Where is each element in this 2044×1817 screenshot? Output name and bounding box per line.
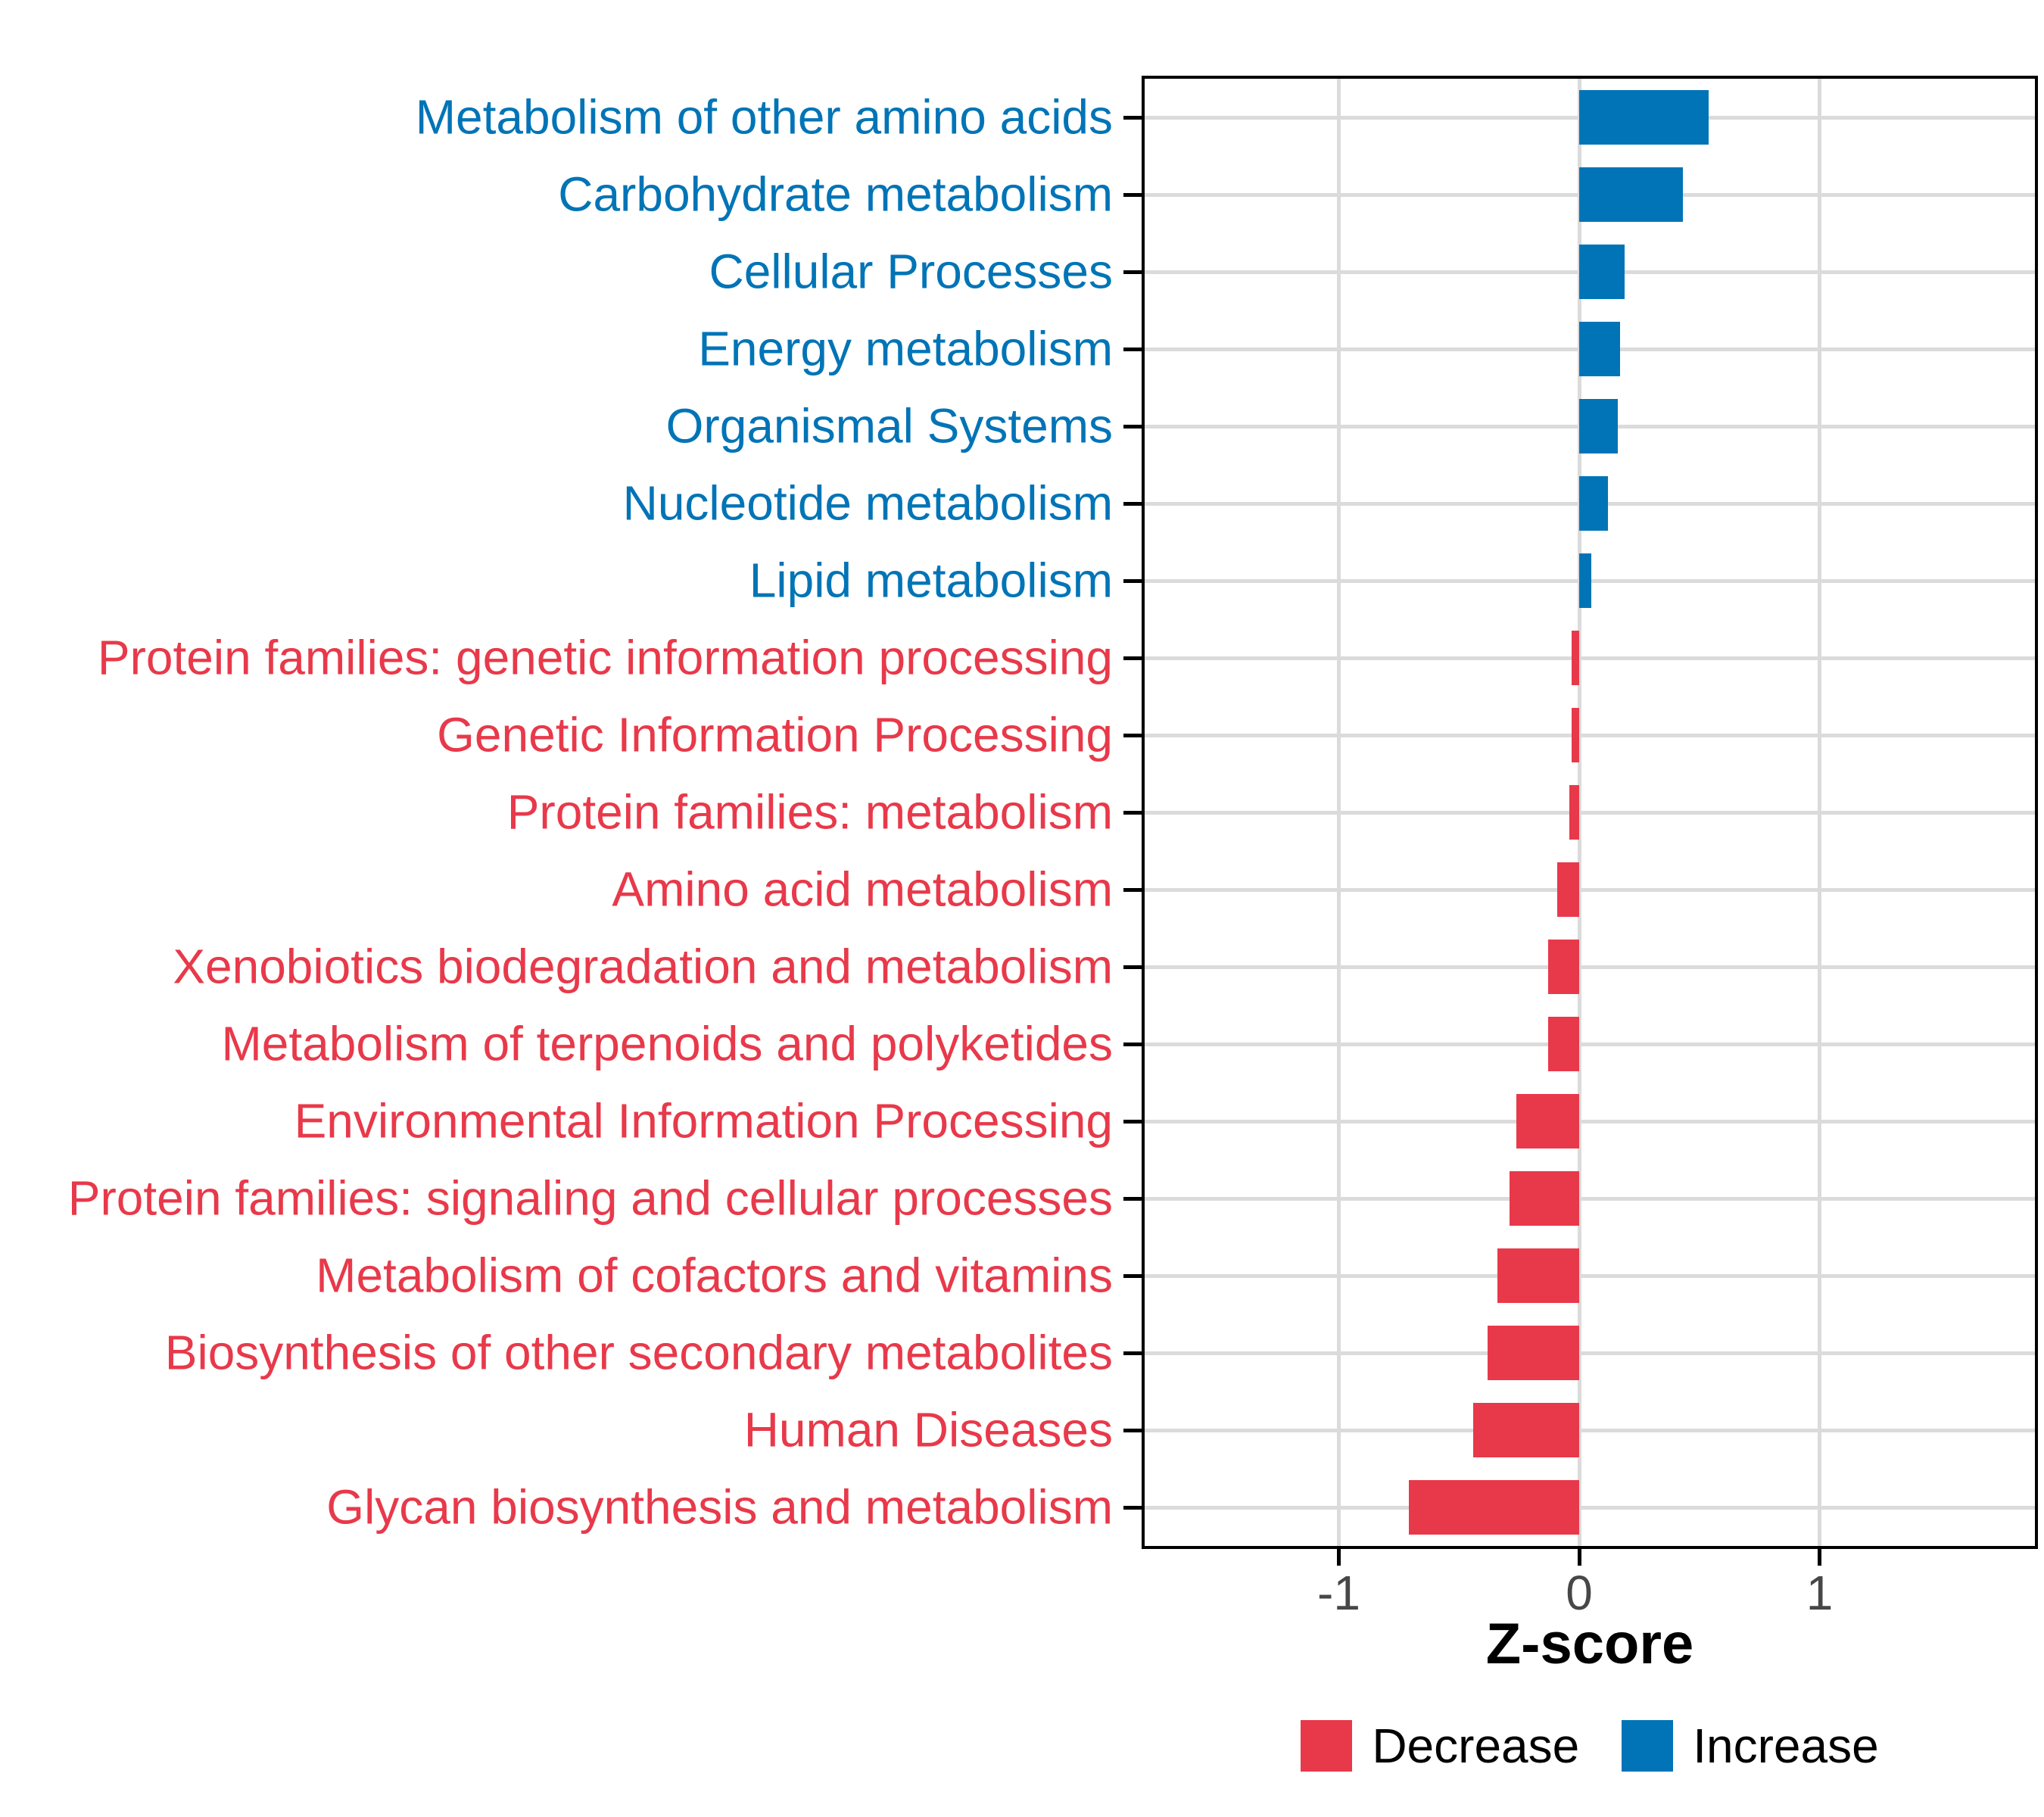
bar-decrease (1569, 785, 1579, 840)
gridline-horizontal (1145, 965, 2035, 969)
category-label: Metabolism of terpenoids and polyketides (221, 1016, 1113, 1071)
category-label: Metabolism of cofactors and vitamins (316, 1248, 1113, 1303)
category-label: Genetic Information Processing (437, 707, 1113, 762)
y-axis-tick (1123, 501, 1142, 506)
y-axis-tick (1123, 1042, 1142, 1046)
y-axis-tick (1123, 656, 1142, 660)
category-label: Energy metabolism (698, 321, 1113, 376)
category-label: Protein families: metabolism (506, 784, 1113, 840)
category-label: Protein families: genetic information pr… (97, 630, 1113, 685)
gridline-horizontal (1145, 887, 2035, 892)
y-axis-tick (1123, 965, 1142, 969)
x-axis-tick (1818, 1549, 1821, 1566)
bar-decrease (1547, 1017, 1579, 1071)
bar-decrease (1516, 1094, 1579, 1148)
x-axis-tick (1337, 1549, 1341, 1566)
gridline-horizontal (1145, 1196, 2035, 1201)
category-label: Protein families: signaling and cellular… (67, 1170, 1113, 1226)
y-axis-tick (1123, 1505, 1142, 1510)
bar-decrease (1557, 862, 1579, 917)
y-axis-tick (1123, 270, 1142, 274)
gridline-horizontal (1145, 1505, 2035, 1510)
category-label: Human Diseases (743, 1402, 1113, 1457)
gridline-horizontal (1145, 1119, 2035, 1124)
bar-increase (1579, 245, 1625, 299)
bar-increase (1579, 399, 1618, 453)
bar-decrease (1572, 631, 1579, 685)
gridline-horizontal (1145, 1351, 2035, 1355)
category-label: Biosynthesis of other secondary metaboli… (164, 1325, 1113, 1380)
legend-entry-decrease: Decrease (1301, 1720, 1579, 1772)
bar-increase (1579, 167, 1683, 222)
category-label: Carbohydrate metabolism (558, 167, 1113, 222)
bar-decrease (1572, 708, 1579, 762)
category-label: Glycan biosynthesis and metabolism (326, 1479, 1113, 1535)
bar-decrease (1408, 1480, 1579, 1535)
legend-label-increase: Increase (1693, 1719, 1879, 1773)
y-axis-tick (1123, 887, 1142, 892)
y-axis-tick (1123, 1351, 1142, 1355)
bar-decrease (1488, 1326, 1579, 1380)
x-axis-tick-label: 0 (1566, 1566, 1593, 1620)
gridline-horizontal (1145, 656, 2035, 660)
category-label: Cellular Processes (709, 244, 1113, 299)
x-axis-tick-label: -1 (1317, 1566, 1360, 1620)
category-label: Metabolism of other amino acids (415, 89, 1113, 145)
y-axis-tick (1123, 192, 1142, 197)
gridline-horizontal (1145, 1042, 2035, 1046)
category-label: Amino acid metabolism (612, 862, 1113, 917)
category-label: Nucleotide metabolism (622, 475, 1113, 531)
bar-decrease (1509, 1171, 1579, 1226)
plot-panel (1142, 76, 2038, 1549)
bar-decrease (1473, 1403, 1579, 1457)
y-axis-tick (1123, 1273, 1142, 1278)
gridline-horizontal (1145, 810, 2035, 815)
legend-key-decrease (1301, 1720, 1353, 1772)
legend-entry-increase: Increase (1622, 1719, 1879, 1773)
y-axis-tick (1123, 1119, 1142, 1124)
bar-decrease (1497, 1248, 1579, 1303)
y-axis-tick (1123, 424, 1142, 429)
y-axis-tick (1123, 733, 1142, 737)
legend: Decrease Increase (1142, 1720, 2038, 1772)
gridline-horizontal (1145, 1273, 2035, 1278)
gridline-horizontal (1145, 1428, 2035, 1432)
y-axis-tick (1123, 1428, 1142, 1432)
x-axis-tick (1577, 1549, 1581, 1566)
category-label: Organismal Systems (665, 398, 1113, 453)
x-axis-title: Z-score (1485, 1612, 1694, 1676)
category-label: Xenobiotics biodegradation and metabolis… (173, 939, 1113, 994)
y-axis-tick (1123, 1196, 1142, 1201)
category-label: Environmental Information Processing (294, 1093, 1113, 1148)
bar-increase (1579, 90, 1709, 145)
y-axis-tick (1123, 810, 1142, 815)
legend-key-increase (1622, 1720, 1674, 1772)
bar-increase (1579, 553, 1591, 608)
y-axis-tick (1123, 115, 1142, 120)
category-label: Lipid metabolism (749, 553, 1113, 608)
x-axis-tick-label: 1 (1806, 1566, 1834, 1620)
gridline-horizontal (1145, 733, 2035, 737)
y-axis-tick (1123, 347, 1142, 351)
bar-decrease (1547, 940, 1579, 994)
y-axis-tick (1123, 578, 1142, 583)
bar-increase (1579, 322, 1620, 376)
legend-label-decrease: Decrease (1372, 1719, 1580, 1773)
bar-increase (1579, 476, 1609, 531)
